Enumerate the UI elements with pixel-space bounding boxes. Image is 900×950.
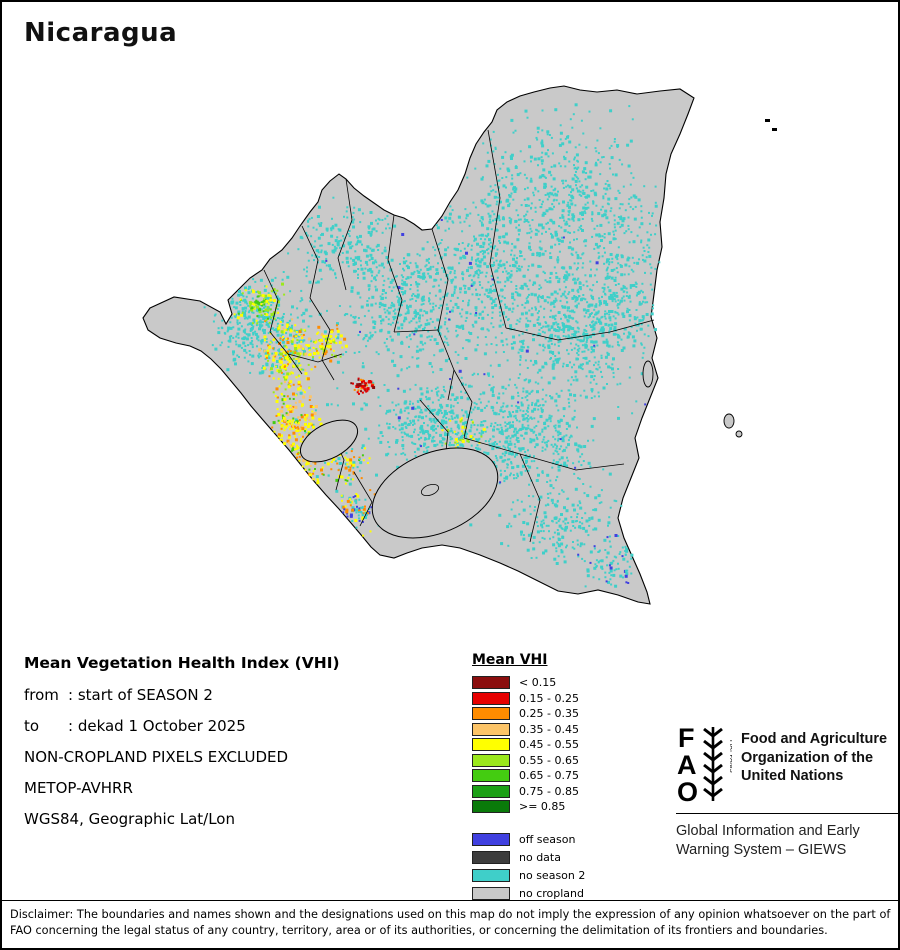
legend-class-row: >= 0.85 — [472, 800, 585, 813]
svg-text:F: F — [678, 723, 695, 753]
legend-class-swatch — [472, 722, 510, 736]
legend-class-label: 0.35 - 0.45 — [519, 722, 579, 736]
info-from-value: : start of SEASON 2 — [68, 686, 213, 704]
legend-special-row: no season 2 — [472, 869, 585, 882]
legend-special: off season no data no season 2 no cropland — [472, 833, 585, 900]
fao-block: F A O FIAT PANIS Food and Agriculture — [676, 722, 898, 804]
legend-class-label: 0.25 - 0.35 — [519, 707, 579, 720]
legend-class-swatch — [472, 738, 510, 751]
legend-special-row: no cropland — [472, 887, 585, 900]
wheat-ear-icon — [703, 727, 723, 801]
legend-special-label: no season 2 — [519, 869, 586, 882]
info-to-value: : dekad 1 October 2025 — [68, 717, 246, 735]
map-info-block: Mean Vegetation Health Index (VHI) from:… — [24, 654, 340, 841]
legend-class-row: 0.55 - 0.65 — [472, 753, 585, 767]
info-line-to: to : dekad 1 October 2025 — [24, 717, 340, 735]
fao-name: Food and Agriculture Organization of the… — [741, 731, 888, 785]
legend-special-label: off season — [519, 833, 576, 846]
legend-class-swatch — [472, 691, 510, 705]
legend-class-row: 0.25 - 0.35 — [472, 707, 585, 720]
legend-special-row: off season — [472, 833, 585, 846]
legend-class-swatch — [472, 800, 510, 813]
legend-class-row: 0.45 - 0.55 — [472, 738, 585, 751]
legend-class-label: 0.55 - 0.65 — [519, 753, 579, 767]
org-divider — [676, 813, 898, 814]
lakes — [299, 419, 499, 539]
legend-special-row: no data — [472, 851, 585, 864]
legend-class-swatch — [472, 769, 510, 782]
page-title: Nicaragua — [24, 18, 178, 48]
info-line-projection: WGS84, Geographic Lat/Lon — [24, 810, 235, 828]
legend-special-swatch — [472, 887, 510, 900]
legend-class-label: < 0.15 — [519, 676, 557, 689]
legend-class-label: 0.75 - 0.85 — [519, 784, 579, 798]
legend-special-swatch — [472, 833, 510, 846]
info-line-from: from : start of SEASON 2 — [24, 686, 340, 704]
legend-special-swatch — [472, 869, 510, 882]
legend-class-label: >= 0.85 — [519, 800, 566, 813]
info-to-label: to — [24, 717, 40, 735]
legend-class-row: 0.65 - 0.75 — [472, 769, 585, 782]
legend-class-label: 0.15 - 0.25 — [519, 691, 579, 705]
legend-class-label: 0.65 - 0.75 — [519, 769, 579, 782]
legend-special-swatch — [472, 851, 510, 864]
islands — [642, 119, 777, 438]
legend-class-swatch — [472, 676, 510, 689]
nicaragua-map — [142, 85, 777, 605]
country-shape — [142, 85, 695, 605]
info-line-noncropland: NON-CROPLAND PIXELS EXCLUDED — [24, 748, 289, 766]
legend-class-swatch — [472, 753, 510, 767]
legend-class-swatch — [472, 784, 510, 798]
legend-special-label: no cropland — [519, 887, 584, 900]
legend-class-row: 0.35 - 0.45 — [472, 722, 585, 736]
legend-class-swatch — [472, 707, 510, 720]
legend: Mean VHI < 0.15 0.15 - 0.25 0.25 - 0.35 0.3… — [472, 652, 585, 905]
fao-logo: F A O FIAT PANIS — [677, 723, 732, 804]
info-heading: Mean Vegetation Health Index (VHI) — [24, 654, 340, 672]
legend-class-label: 0.45 - 0.55 — [519, 738, 579, 751]
legend-class-row: 0.75 - 0.85 — [472, 784, 585, 798]
legend-classes: < 0.15 0.15 - 0.25 0.25 - 0.35 0.35 - 0.45 0… — [472, 676, 585, 813]
legend-special-label: no data — [519, 851, 561, 864]
footer-divider — [2, 900, 898, 901]
svg-text:O: O — [677, 777, 698, 804]
org-block: F A O FIAT PANIS Food and Agriculture — [676, 722, 898, 860]
fao-motto: FIAT PANIS — [728, 740, 732, 773]
legend-title: Mean VHI — [472, 652, 548, 668]
giews-name: Global Information and Early Warning Sys… — [676, 823, 860, 859]
info-from-label: from — [24, 686, 59, 704]
disclaimer-text: Disclaimer: The boundaries and names sho… — [10, 908, 891, 937]
info-line-sensor: METOP-AVHRR — [24, 779, 133, 797]
legend-class-row: < 0.15 — [472, 676, 585, 689]
legend-class-row: 0.15 - 0.25 — [472, 691, 585, 705]
svg-text:A: A — [677, 750, 697, 780]
